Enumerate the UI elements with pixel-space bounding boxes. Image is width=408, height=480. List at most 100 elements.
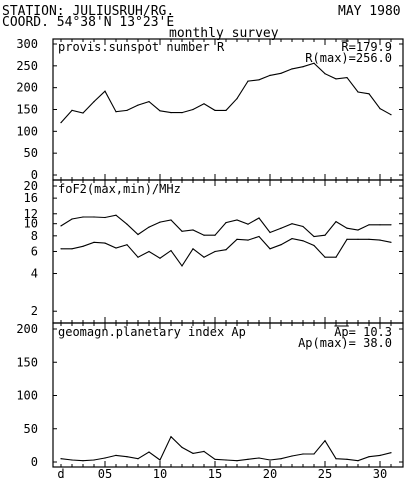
data-point (203, 103, 205, 105)
data-point (280, 244, 282, 246)
y-tick-label: 200 (16, 81, 38, 95)
data-point (104, 242, 106, 244)
data-point (115, 454, 117, 456)
data-point (192, 452, 194, 454)
data-point (291, 68, 293, 70)
data-point (247, 223, 249, 225)
data-point (148, 226, 150, 228)
y-tick-label: 0 (31, 455, 38, 469)
y-tick-label: 300 (16, 37, 38, 51)
data-point (379, 108, 381, 110)
data-point (71, 218, 73, 220)
data-point (258, 79, 260, 81)
y-tick-label: 100 (16, 124, 38, 138)
data-point (280, 227, 282, 229)
data-point (368, 224, 370, 226)
data-point (291, 455, 293, 457)
data-point (357, 91, 359, 93)
data-point (181, 230, 183, 232)
data-point (258, 457, 260, 459)
panel-1-title: provis.sunspot number R (58, 40, 225, 54)
data-point (148, 451, 150, 453)
data-point (115, 111, 117, 113)
data-point (104, 457, 106, 459)
data-point (357, 460, 359, 462)
data-point (115, 247, 117, 249)
data-point (269, 74, 271, 76)
data-point (269, 231, 271, 234)
data-point (346, 458, 348, 460)
data-point (236, 460, 238, 462)
y-tick-label: 250 (16, 59, 38, 73)
data-point (335, 221, 337, 223)
y-tick-label: 16 (24, 191, 38, 205)
panel-2-series-2 (61, 235, 392, 267)
data-point (214, 234, 216, 236)
data-point (390, 241, 392, 243)
y-tick-label: 4 (31, 267, 38, 281)
x-tick-label: 20 (263, 467, 277, 480)
data-point (115, 214, 117, 216)
data-point (214, 109, 216, 111)
data-point (126, 456, 128, 458)
x-tick-label: 10 (153, 467, 167, 480)
y-tick-label: 150 (16, 355, 38, 369)
data-point (324, 73, 326, 75)
y-tick-label: 10 (24, 217, 38, 231)
y-tick-label: 50 (24, 146, 38, 160)
data-point (93, 459, 95, 461)
x-tick-label: 25 (318, 467, 332, 480)
data-point (82, 216, 84, 218)
data-point (192, 229, 194, 231)
y-tick-label: 0 (31, 168, 38, 182)
data-point (313, 62, 315, 64)
data-point (291, 223, 293, 225)
data-point (60, 248, 62, 250)
data-point (225, 109, 227, 111)
report-date: MAY 1980 (338, 4, 401, 19)
data-point (60, 122, 62, 124)
data-point (346, 77, 348, 79)
data-point (214, 250, 216, 253)
data-point (269, 248, 271, 250)
data-point (137, 458, 139, 460)
y-tick-label: 200 (16, 322, 38, 336)
data-point (181, 446, 183, 448)
data-point (181, 265, 183, 267)
data-point (192, 108, 194, 111)
data-point (269, 459, 271, 461)
data-point (390, 224, 392, 226)
data-point (302, 66, 304, 68)
panel-2-title: foF2(max,min)/MHz (58, 182, 181, 196)
data-point (324, 256, 326, 258)
x-tick-label: 30 (373, 467, 387, 480)
data-point (379, 239, 381, 241)
data-point (93, 216, 95, 218)
data-point (302, 240, 304, 242)
data-point (71, 459, 73, 461)
data-point (203, 234, 205, 236)
data-point (192, 248, 194, 250)
panel-3-stat: Ap(max)= 38.0 (298, 336, 392, 350)
data-point (390, 452, 392, 454)
panel-1-stat: R=179.9 (341, 40, 392, 54)
data-point (346, 238, 348, 240)
data-point (225, 222, 227, 224)
data-point (148, 101, 150, 103)
data-point (181, 112, 183, 114)
data-point (170, 219, 172, 221)
data-point (313, 244, 315, 247)
data-point (126, 109, 128, 111)
panel-1-stat: R(max)=256.0 (305, 51, 392, 65)
data-point (247, 239, 249, 241)
y-tick-label: 2 (31, 304, 38, 318)
data-point (368, 238, 370, 240)
data-point (60, 458, 62, 460)
data-point (291, 238, 293, 240)
y-tick-label: 12 (24, 207, 38, 221)
panel-3-title: geomagn.planetary index Ap (58, 325, 246, 339)
data-point (302, 225, 304, 228)
data-point (368, 93, 370, 95)
data-point (137, 104, 139, 106)
